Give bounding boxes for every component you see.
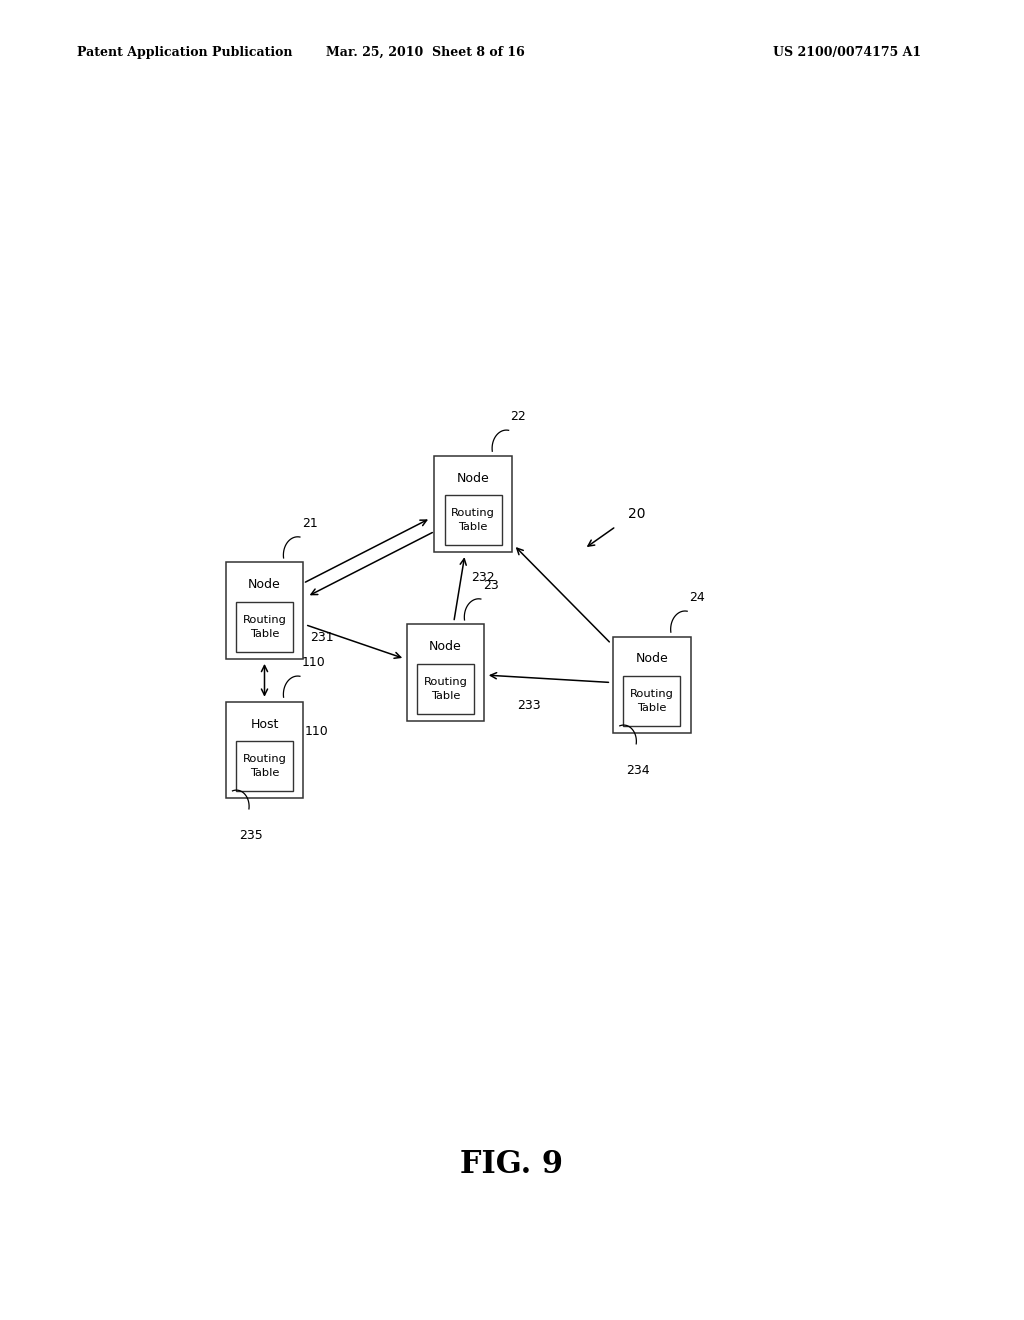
Text: Routing
Table: Routing Table — [243, 754, 287, 777]
Text: Node: Node — [636, 652, 668, 665]
Text: Node: Node — [248, 578, 281, 591]
Text: Mar. 25, 2010  Sheet 8 of 16: Mar. 25, 2010 Sheet 8 of 16 — [326, 46, 524, 58]
Text: US 2100/0074175 A1: US 2100/0074175 A1 — [773, 46, 922, 58]
Text: 20: 20 — [628, 507, 645, 521]
Text: FIG. 9: FIG. 9 — [461, 1148, 563, 1180]
Text: 24: 24 — [689, 591, 705, 605]
Text: Patent Application Publication: Patent Application Publication — [77, 46, 292, 58]
Text: Host: Host — [250, 718, 279, 730]
FancyBboxPatch shape — [237, 741, 293, 791]
Text: 234: 234 — [627, 764, 650, 776]
Text: Routing
Table: Routing Table — [243, 615, 287, 639]
Text: 23: 23 — [482, 579, 499, 591]
Text: 235: 235 — [239, 829, 263, 842]
Text: 110: 110 — [302, 656, 326, 669]
FancyBboxPatch shape — [444, 495, 502, 545]
FancyBboxPatch shape — [613, 636, 690, 733]
Text: 233: 233 — [517, 700, 541, 713]
FancyBboxPatch shape — [237, 602, 293, 652]
Text: Routing
Table: Routing Table — [452, 508, 496, 532]
Text: 22: 22 — [511, 411, 526, 424]
Text: 110: 110 — [304, 725, 328, 738]
Text: 232: 232 — [471, 572, 495, 585]
FancyBboxPatch shape — [225, 702, 303, 799]
FancyBboxPatch shape — [225, 562, 303, 659]
FancyBboxPatch shape — [417, 664, 474, 714]
Text: 21: 21 — [302, 517, 317, 529]
Text: Routing
Table: Routing Table — [630, 689, 674, 713]
Text: 231: 231 — [310, 631, 334, 644]
FancyBboxPatch shape — [624, 676, 680, 726]
Text: Node: Node — [457, 471, 489, 484]
FancyBboxPatch shape — [407, 624, 484, 721]
Text: Node: Node — [429, 640, 462, 653]
FancyBboxPatch shape — [434, 455, 512, 552]
Text: Routing
Table: Routing Table — [424, 677, 467, 701]
